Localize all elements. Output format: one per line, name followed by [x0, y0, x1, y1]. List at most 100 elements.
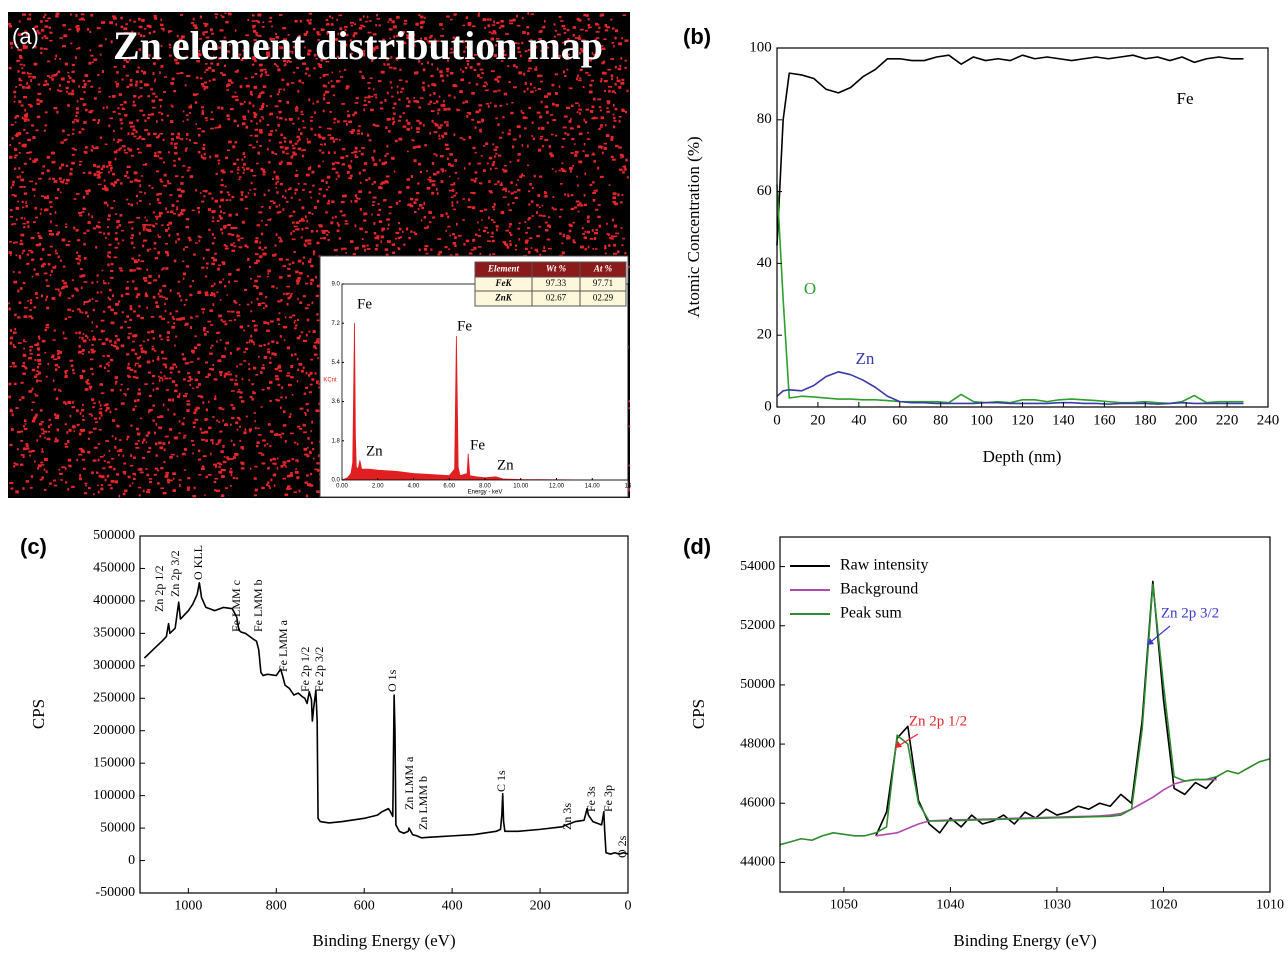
map-dot: [392, 117, 394, 120]
map-dot: [167, 322, 169, 324]
map-dot: [355, 224, 357, 227]
map-dot: [163, 91, 166, 93]
map-dot: [254, 477, 257, 479]
map-dot: [34, 158, 38, 161]
map-dot: [564, 194, 566, 196]
map-dot: [85, 311, 88, 314]
map-dot: [20, 64, 23, 66]
map-dot: [466, 115, 468, 118]
map-dot: [179, 393, 181, 396]
map-dot: [590, 184, 593, 186]
map-dot: [14, 314, 17, 316]
map-dot: [378, 209, 381, 211]
map-dot: [182, 165, 185, 167]
map-dot: [350, 175, 353, 177]
map-dot: [14, 101, 16, 103]
map-dot: [34, 195, 36, 197]
map-dot: [161, 113, 163, 116]
map-dot: [479, 129, 481, 132]
map-dot: [541, 101, 543, 104]
map-dot: [361, 147, 365, 149]
map-dot: [534, 175, 536, 178]
map-dot: [518, 71, 522, 74]
map-dot: [50, 424, 52, 426]
map-dot: [155, 442, 158, 445]
map-dot: [234, 96, 238, 98]
map-dot: [584, 231, 586, 233]
map-dot: [228, 214, 231, 217]
map-dot: [361, 153, 364, 156]
map-dot: [290, 472, 292, 474]
map-dot: [278, 124, 280, 127]
map-dot: [24, 315, 28, 318]
map-dot: [239, 440, 241, 442]
map-dot: [32, 76, 36, 79]
map-dot: [440, 124, 443, 126]
map-dot: [454, 14, 457, 16]
map-dot: [305, 307, 309, 309]
map-dot: [163, 364, 166, 366]
map-dot: [80, 377, 83, 379]
map-dot: [446, 16, 450, 18]
map-dot: [279, 89, 282, 91]
map-dot: [546, 111, 549, 114]
map-dot: [130, 204, 133, 207]
map-dot: [19, 257, 21, 259]
map-dot: [231, 311, 235, 313]
map-dot: [396, 16, 400, 19]
map-dot: [137, 148, 139, 150]
map-dot: [30, 487, 33, 489]
map-dot: [111, 263, 114, 265]
map-dot: [144, 192, 146, 194]
map-dot: [91, 415, 93, 417]
map-dot: [553, 196, 555, 198]
map-dot: [67, 440, 69, 443]
map-dot: [107, 219, 110, 221]
map-dot: [613, 126, 615, 129]
map-dot: [283, 424, 287, 426]
map-dot: [100, 383, 103, 386]
map-dot: [238, 178, 240, 180]
map-dot: [185, 323, 189, 326]
map-dot: [207, 321, 211, 323]
map-dot: [214, 398, 216, 400]
map-dot: [619, 116, 622, 118]
map-dot: [269, 140, 271, 142]
map-dot: [137, 202, 139, 204]
map-dot: [460, 78, 464, 81]
map-dot: [165, 229, 168, 232]
map-dot: [352, 129, 355, 132]
map-dot: [576, 77, 578, 80]
map-dot: [509, 130, 511, 132]
map-dot: [481, 155, 483, 157]
map-dot: [373, 88, 375, 90]
map-dot: [605, 124, 607, 126]
map-dot: [216, 420, 218, 422]
map-dot: [237, 391, 241, 393]
map-dot: [331, 201, 335, 203]
map-dot: [594, 117, 598, 119]
map-dot: [214, 378, 218, 380]
map-dot: [424, 69, 426, 71]
map-dot: [216, 173, 218, 175]
map-dot: [104, 179, 106, 181]
map-dot: [163, 404, 165, 407]
map-dot: [291, 354, 293, 357]
map-dot: [522, 17, 524, 19]
map-dot: [306, 455, 309, 458]
map-dot: [42, 165, 45, 167]
map-dot: [145, 224, 149, 226]
map-dot: [363, 104, 367, 106]
map-dot: [444, 121, 446, 123]
map-dot: [172, 472, 176, 475]
map-dot: [480, 210, 483, 212]
map-dot: [53, 480, 56, 482]
map-dot: [40, 409, 43, 411]
map-dot: [259, 145, 262, 147]
map-dot: [83, 196, 85, 199]
map-dot: [375, 97, 377, 99]
map-dot: [55, 364, 58, 367]
map-dot: [478, 235, 481, 237]
map-dot: [547, 224, 550, 227]
map-dot: [251, 383, 254, 385]
